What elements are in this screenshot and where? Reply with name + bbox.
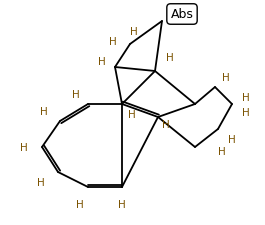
Text: H: H bbox=[218, 146, 226, 156]
Text: H: H bbox=[37, 177, 45, 187]
Text: H: H bbox=[242, 93, 250, 103]
Text: H: H bbox=[72, 90, 80, 99]
Text: H: H bbox=[20, 142, 28, 152]
Text: H: H bbox=[98, 57, 106, 67]
Text: H: H bbox=[228, 134, 236, 144]
Text: H: H bbox=[162, 119, 170, 129]
Text: H: H bbox=[222, 73, 230, 83]
Text: H: H bbox=[109, 37, 117, 47]
Text: H: H bbox=[128, 110, 136, 119]
Text: Abs: Abs bbox=[171, 9, 193, 21]
Text: H: H bbox=[76, 199, 84, 209]
Text: H: H bbox=[166, 53, 174, 63]
Text: H: H bbox=[130, 27, 138, 37]
Text: H: H bbox=[242, 108, 250, 117]
Text: H: H bbox=[40, 106, 48, 117]
Text: H: H bbox=[118, 199, 126, 209]
